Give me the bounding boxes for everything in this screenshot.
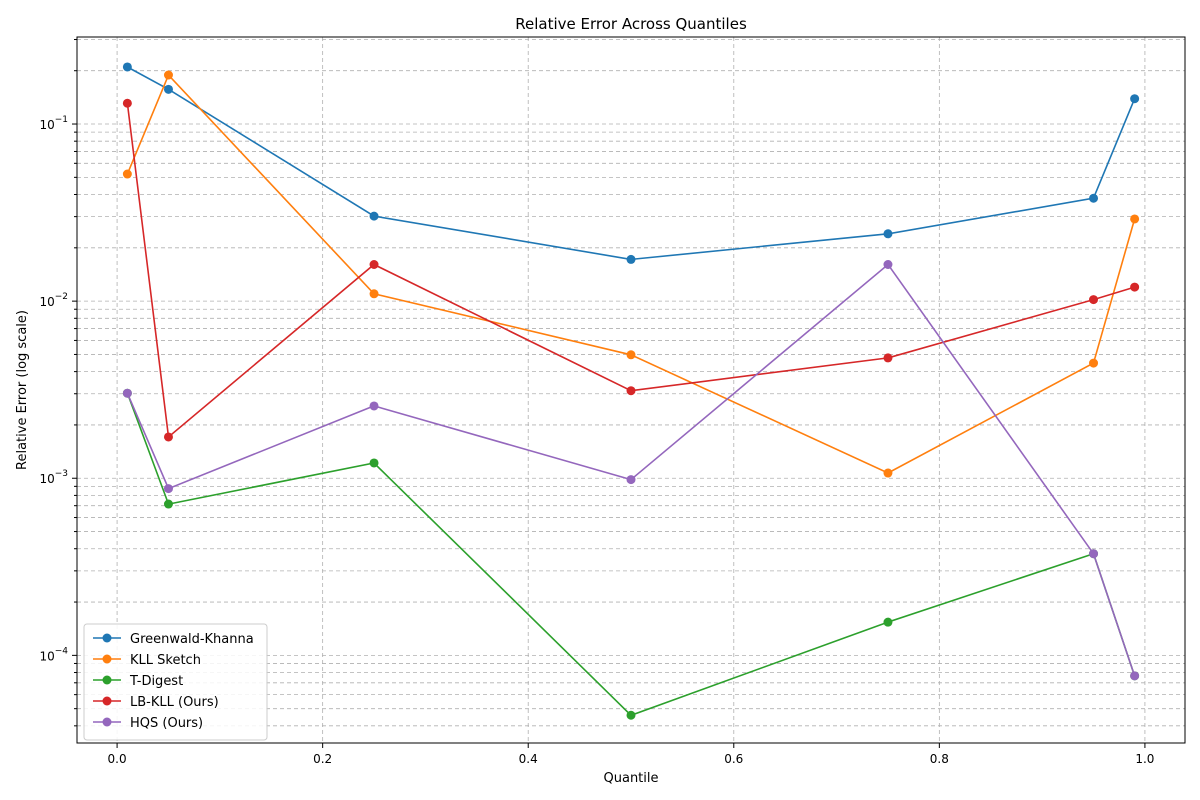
- data-point: [369, 260, 379, 270]
- data-point: [1130, 94, 1140, 104]
- legend-entry-label: T-Digest: [129, 674, 183, 689]
- data-point: [163, 484, 173, 494]
- x-axis-ticks: 0.0 0.2 0.4 0.6 0.8 1.0: [108, 743, 1154, 766]
- data-point: [163, 84, 173, 94]
- legend-swatch-marker: [102, 675, 112, 685]
- data-point: [122, 388, 132, 398]
- y-axis-ticks: 10−4 10−3 10−2 10−1: [39, 39, 77, 727]
- x-tick-label: 0.8: [930, 752, 949, 766]
- data-point: [1089, 295, 1099, 305]
- data-point: [369, 458, 379, 468]
- series-greenwald-khanna: [122, 62, 1140, 264]
- data-point: [626, 350, 636, 360]
- data-point: [1089, 358, 1099, 368]
- data-point: [883, 353, 893, 363]
- series-lb-kll-ours: [122, 98, 1140, 442]
- legend-swatch-marker: [102, 696, 112, 706]
- data-point: [122, 98, 132, 108]
- data-point: [1130, 214, 1140, 224]
- data-point: [883, 229, 893, 239]
- data-point: [163, 432, 173, 442]
- y-tick-label: 10−2: [39, 292, 68, 309]
- series-kll-sketch: [122, 70, 1140, 478]
- data-point: [369, 289, 379, 299]
- legend-entry-label: KLL Sketch: [130, 653, 201, 668]
- data-point: [1130, 282, 1140, 292]
- legend-swatch-marker: [102, 633, 112, 643]
- x-tick-label: 0.0: [108, 752, 127, 766]
- data-point: [1089, 549, 1099, 559]
- legend-entry-label: HQS (Ours): [130, 716, 203, 731]
- legend-entry-label: LB-KLL (Ours): [130, 695, 219, 710]
- x-tick-label: 0.2: [313, 752, 332, 766]
- legend-swatch-marker: [102, 654, 112, 664]
- data-point: [163, 70, 173, 80]
- data-point: [122, 62, 132, 72]
- legend-entry-label: Greenwald-Khanna: [130, 632, 254, 647]
- y-tick-label: 10−3: [39, 469, 68, 486]
- x-axis-label: Quantile: [604, 771, 659, 786]
- data-point: [883, 468, 893, 478]
- data-point: [883, 260, 893, 270]
- series-hqs-ours: [122, 260, 1140, 681]
- data-point: [122, 169, 132, 179]
- legend-swatch-marker: [102, 717, 112, 727]
- data-point: [163, 499, 173, 509]
- data-point: [626, 254, 636, 264]
- data-point: [626, 386, 636, 396]
- legend-box: [83, 623, 268, 741]
- y-tick-label: 10−4: [39, 646, 68, 663]
- data-point: [1130, 671, 1140, 681]
- data-point: [883, 617, 893, 627]
- plot-frame: [76, 36, 1186, 744]
- data-point: [626, 475, 636, 485]
- x-tick-label: 1.0: [1135, 752, 1154, 766]
- y-tick-label: 10−1: [39, 115, 68, 132]
- chart-title: Relative Error Across Quantiles: [515, 15, 747, 33]
- legend: Greenwald-Khanna KLL Sketch T-Digest LB-KLL…: [83, 623, 268, 741]
- data-point: [1089, 193, 1099, 203]
- x-tick-label: 0.4: [519, 752, 538, 766]
- x-tick-label: 0.6: [724, 752, 743, 766]
- data-point: [369, 401, 379, 411]
- data-point: [369, 211, 379, 221]
- y-axis-label: Relative Error (log scale): [15, 310, 30, 470]
- data-point: [626, 710, 636, 720]
- series-layer: [122, 62, 1140, 720]
